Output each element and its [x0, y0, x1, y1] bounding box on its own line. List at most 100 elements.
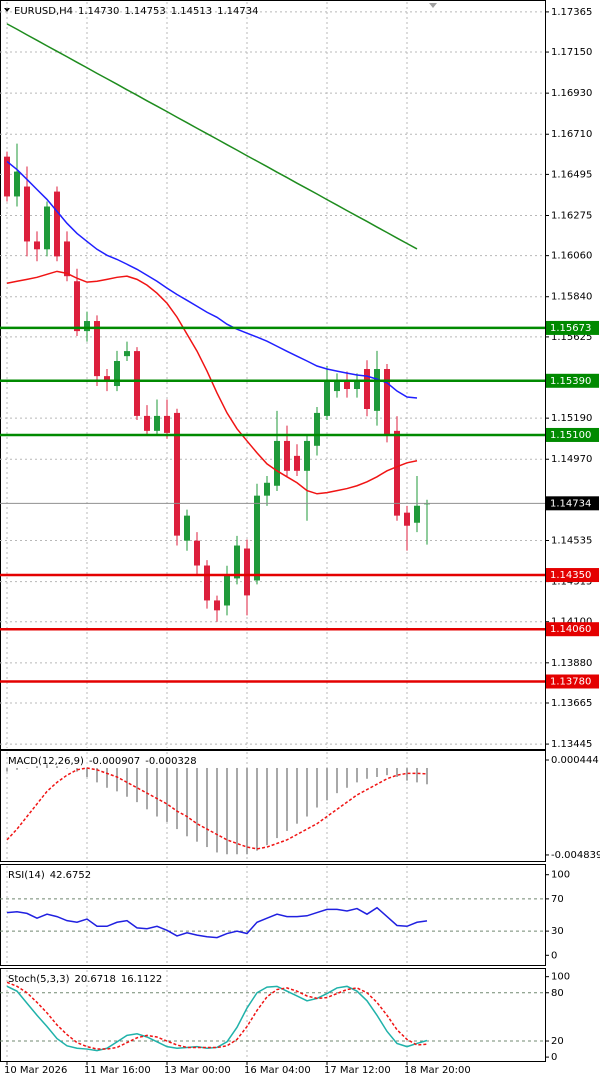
macd-bar — [366, 767, 368, 779]
y-tick-label: 0.000444 — [551, 755, 599, 766]
candle-body — [394, 430, 400, 516]
macd-bar — [296, 767, 298, 824]
menu-arrow — [4, 8, 10, 12]
y-tick-label: 1.14535 — [551, 535, 592, 546]
macd-bar — [26, 767, 28, 769]
candle-body — [44, 206, 50, 250]
pane-title: Stoch(5,3,3) — [8, 974, 70, 985]
macd-bar — [336, 767, 338, 794]
level-label-box — [546, 622, 599, 637]
x-tick-label: 16 Mar 04:00 — [244, 1065, 311, 1076]
macd-bar — [6, 767, 8, 772]
candle-body — [104, 376, 110, 381]
candle-body — [344, 380, 350, 390]
macd-bar — [276, 767, 278, 839]
candle-body — [234, 545, 240, 579]
candle-body — [364, 369, 370, 409]
pane-title: MACD(12,26,9) — [8, 756, 84, 767]
candle-body — [294, 455, 300, 471]
y-tick-label: 100 — [551, 972, 570, 983]
level-label: 1.15673 — [550, 323, 591, 334]
y-tick-label: 1.16495 — [551, 169, 592, 180]
pane-frame — [0, 864, 546, 966]
candle-body — [144, 415, 150, 431]
level-label-box — [546, 568, 599, 583]
indicator-value: -0.000328 — [145, 756, 196, 767]
y-tick-label: 1.17150 — [551, 47, 592, 58]
macd-bar — [406, 767, 408, 781]
pane-frame — [0, 750, 546, 862]
candle-body — [154, 415, 160, 431]
macd-bar — [256, 767, 258, 851]
current-price-box — [546, 496, 599, 511]
macd-bar — [106, 767, 108, 788]
level-label: 1.15100 — [550, 430, 591, 441]
candle-body — [114, 360, 120, 387]
pane-header: RSI(14) 42.6752 — [8, 870, 91, 881]
x-tick-label: 18 Mar 20:00 — [404, 1065, 471, 1076]
candle-body — [94, 321, 100, 377]
macd-bar — [326, 767, 328, 801]
candle-body — [264, 482, 270, 496]
macd-bar — [376, 767, 378, 777]
macd-bar — [246, 767, 248, 855]
macd-bar — [216, 767, 218, 853]
macd-bar — [36, 766, 38, 768]
candle-body — [74, 281, 80, 332]
candle-body — [334, 380, 340, 392]
x-tick-label: 17 Mar 12:00 — [324, 1065, 391, 1076]
y-tick-label: 1.16930 — [551, 88, 592, 99]
shift-marker — [429, 3, 437, 8]
candle-body — [124, 351, 130, 357]
candle-body — [274, 440, 280, 486]
candle-body — [374, 369, 380, 411]
pane-header: MACD(12,26,9) -0.000907 -0.000328 — [8, 756, 197, 767]
candle-body — [174, 412, 180, 536]
y-tick-label: 0 — [551, 1052, 557, 1063]
level-label: 1.13780 — [550, 677, 591, 688]
pane-frame — [0, 968, 546, 1062]
y-tick-label: 1.16060 — [551, 251, 592, 262]
candle-body — [404, 512, 410, 526]
indicator-line — [6, 767, 428, 850]
candle-body — [214, 600, 220, 611]
level-label: 1.14060 — [550, 624, 591, 635]
indicator-value: 16.1122 — [121, 974, 162, 985]
macd-bar — [316, 767, 318, 808]
macd-bar — [16, 767, 18, 770]
macd-bar — [176, 767, 178, 830]
indicator-value: -0.000907 — [89, 756, 140, 767]
macd-bar — [386, 767, 388, 776]
y-tick-label: 1.15625 — [551, 332, 592, 343]
macd-bar — [96, 767, 98, 783]
quote-value: 1.14753 — [124, 6, 165, 17]
indicator-line — [6, 160, 418, 399]
macd-bar — [416, 767, 418, 783]
level-label: 1.15390 — [550, 376, 591, 387]
y-tick-label: 20 — [551, 1036, 564, 1047]
macd-bar — [116, 767, 118, 792]
candle-body — [204, 565, 210, 601]
macd-bar — [56, 766, 58, 768]
current-price-label: 1.14734 — [550, 498, 591, 509]
candle-body — [324, 380, 330, 416]
candle-body — [4, 156, 10, 197]
macd-bar — [286, 767, 288, 831]
candle-body — [54, 191, 60, 257]
y-tick-label: 1.14970 — [551, 454, 592, 465]
candle-body — [304, 440, 310, 471]
quote-value: 1.14513 — [171, 6, 212, 17]
level-label-box — [546, 320, 599, 335]
y-tick-label: 80 — [551, 988, 564, 999]
candle-body — [194, 540, 200, 566]
y-tick-label: 1.15190 — [551, 413, 592, 424]
indicator-value: 20.6718 — [74, 974, 115, 985]
candle-body — [284, 440, 290, 471]
candle-body — [164, 415, 170, 433]
y-tick-label: 1.16275 — [551, 210, 592, 221]
candle-body — [34, 241, 40, 250]
pane-title: RSI(14) — [8, 870, 45, 881]
